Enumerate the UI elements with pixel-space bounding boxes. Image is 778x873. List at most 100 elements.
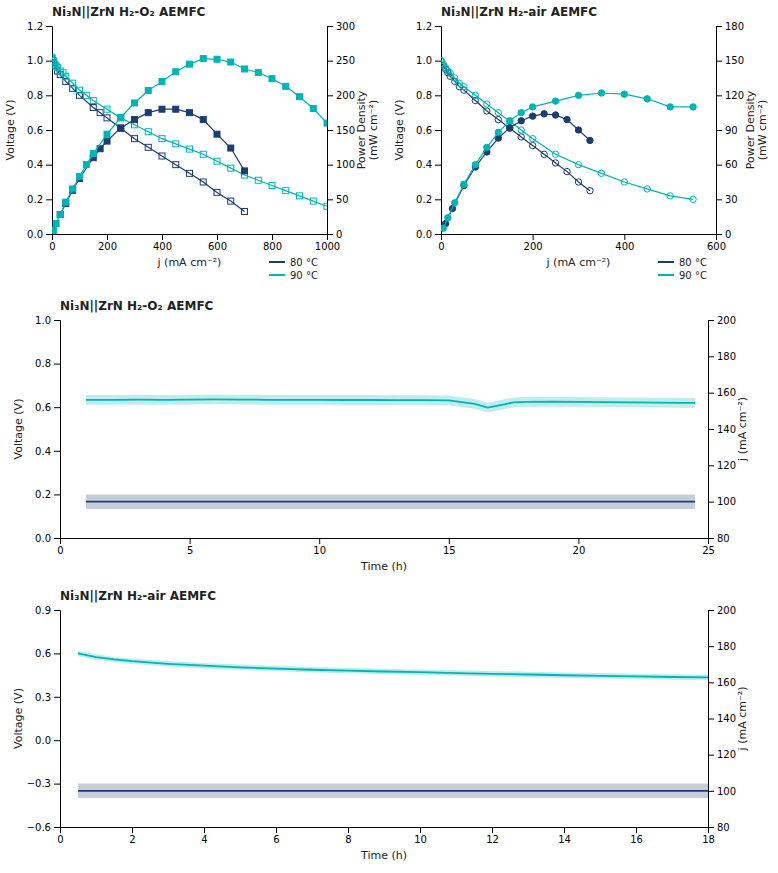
marker bbox=[269, 182, 275, 188]
tick: 160 bbox=[708, 677, 736, 688]
marker bbox=[529, 104, 535, 110]
tick-mark bbox=[578, 538, 579, 544]
marker bbox=[90, 151, 96, 157]
marker bbox=[159, 153, 165, 159]
marker bbox=[297, 193, 303, 199]
tick-mark bbox=[449, 538, 450, 544]
tick-label: 12 bbox=[486, 834, 499, 845]
tick: 140 bbox=[708, 713, 736, 724]
marker bbox=[552, 160, 558, 166]
y-axis: 0.00.20.40.60.81.01.2 bbox=[27, 21, 52, 240]
marker bbox=[587, 137, 593, 143]
tick: 50 bbox=[327, 194, 349, 205]
marker bbox=[447, 70, 453, 76]
tick: 0.0 bbox=[35, 533, 60, 544]
tick-label: 200 bbox=[336, 90, 355, 101]
marker bbox=[324, 120, 327, 126]
tick-label: 100 bbox=[336, 159, 355, 170]
title: Ni₃N||ZrN H₂-O₂ AEMFC bbox=[60, 299, 214, 313]
marker bbox=[242, 168, 248, 174]
legend-label: 80 °C bbox=[679, 257, 707, 268]
tick-label: 90 bbox=[725, 125, 738, 136]
tick-label: 0.4 bbox=[35, 446, 51, 457]
marker bbox=[598, 90, 604, 96]
title: Ni₃N||ZrN H₂-air AEMFC bbox=[441, 5, 597, 19]
tick: 1.2 bbox=[416, 21, 441, 32]
tick: 0.3 bbox=[35, 692, 60, 703]
tick: 100 bbox=[708, 496, 736, 507]
tick-mark bbox=[54, 538, 60, 539]
marker bbox=[575, 92, 581, 98]
tick: 60 bbox=[716, 159, 738, 170]
tick: 300 bbox=[327, 21, 355, 32]
axis-line bbox=[53, 235, 328, 241]
tick: 0.4 bbox=[27, 159, 52, 170]
tick-mark bbox=[708, 755, 714, 756]
tick: 600 bbox=[208, 234, 227, 252]
tick-mark bbox=[708, 610, 714, 611]
tick-mark bbox=[708, 356, 714, 357]
error-band bbox=[78, 784, 708, 798]
tick: 1.0 bbox=[416, 55, 441, 66]
tick-mark bbox=[716, 61, 722, 62]
tick: 200 bbox=[708, 605, 736, 616]
series-line bbox=[446, 114, 590, 224]
axis-line bbox=[61, 539, 709, 545]
tick-label: 180 bbox=[725, 21, 744, 32]
panel: 020040060080010000.00.20.40.60.81.01.205… bbox=[4, 5, 380, 281]
tick: 6 bbox=[273, 827, 279, 845]
tick: 30 bbox=[716, 194, 738, 205]
x-axis-title: j (mA cm⁻²) bbox=[157, 256, 222, 269]
marker bbox=[104, 138, 110, 144]
tick-label: 200 bbox=[524, 241, 543, 252]
series bbox=[52, 56, 327, 234]
marker bbox=[83, 162, 89, 168]
tick-label: 25 bbox=[702, 545, 715, 556]
tick-mark bbox=[107, 234, 108, 240]
marker bbox=[255, 177, 261, 183]
marker bbox=[564, 116, 570, 122]
marker bbox=[541, 151, 547, 157]
tick-mark bbox=[533, 234, 534, 240]
marker bbox=[564, 168, 570, 174]
tick-label: 8 bbox=[345, 834, 351, 845]
marker bbox=[70, 80, 76, 86]
tick: 0.8 bbox=[27, 90, 52, 101]
tick-label: 0.2 bbox=[27, 194, 43, 205]
marker bbox=[529, 142, 535, 148]
tick-label: 6 bbox=[273, 834, 279, 845]
tick-label: 0.8 bbox=[27, 90, 43, 101]
tick-mark bbox=[708, 646, 714, 647]
error-band bbox=[86, 494, 695, 509]
tick: 100 bbox=[327, 159, 355, 170]
marker bbox=[518, 109, 524, 115]
tick: 120 bbox=[716, 90, 744, 101]
tick-label: 0.6 bbox=[27, 125, 43, 136]
legend-item: 80 °C bbox=[269, 257, 318, 268]
tick: 0 bbox=[49, 234, 55, 252]
tick-mark bbox=[708, 502, 714, 503]
x-axis: 024681012141618 bbox=[57, 827, 715, 845]
plot-area bbox=[441, 57, 696, 231]
legend-swatch bbox=[269, 261, 285, 263]
tick: 1.0 bbox=[27, 55, 52, 66]
tick-mark bbox=[716, 199, 722, 200]
tick-mark bbox=[54, 451, 60, 452]
y-axis-title: Voltage (V) bbox=[12, 688, 25, 749]
tick-label: 18 bbox=[702, 834, 715, 845]
tick-mark bbox=[435, 26, 441, 27]
marker bbox=[518, 134, 524, 140]
tick: 0.6 bbox=[35, 648, 60, 659]
tick-mark bbox=[327, 26, 333, 27]
title: Ni₃N||ZrN H₂-O₂ AEMFC bbox=[52, 5, 206, 19]
tick: 5 bbox=[187, 538, 193, 556]
tick: 0.0 bbox=[416, 229, 441, 240]
marker bbox=[187, 146, 193, 152]
y2-axis: 80100120140160180200 bbox=[708, 315, 736, 544]
tick: 200 bbox=[327, 90, 355, 101]
tick-mark bbox=[46, 165, 52, 166]
marker bbox=[132, 100, 138, 106]
tick-mark bbox=[54, 740, 60, 741]
tick-label: 1000 bbox=[315, 241, 340, 252]
tick: 1.0 bbox=[35, 315, 60, 326]
